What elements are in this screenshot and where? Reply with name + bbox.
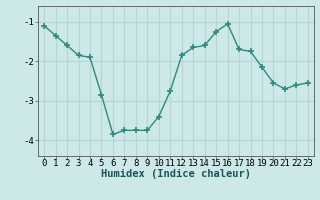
X-axis label: Humidex (Indice chaleur): Humidex (Indice chaleur) <box>101 169 251 179</box>
